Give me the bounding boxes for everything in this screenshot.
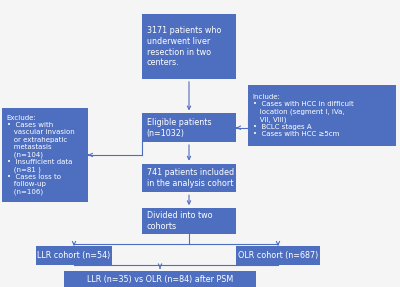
FancyBboxPatch shape: [142, 208, 236, 234]
FancyBboxPatch shape: [36, 246, 112, 265]
FancyBboxPatch shape: [2, 108, 88, 202]
FancyBboxPatch shape: [248, 85, 396, 146]
Text: 741 patients included
in the analysis cohort: 741 patients included in the analysis co…: [147, 168, 234, 188]
Text: LLR (n=35) vs OLR (n=84) after PSM: LLR (n=35) vs OLR (n=84) after PSM: [87, 275, 233, 284]
FancyBboxPatch shape: [142, 164, 236, 192]
Text: Include:
•  Cases with HCC in difficult
   location (segment Ⅰ, IVa,
   VII, VII: Include: • Cases with HCC in difficult l…: [253, 94, 354, 137]
FancyBboxPatch shape: [236, 246, 320, 265]
Text: Divided into two
cohorts: Divided into two cohorts: [147, 211, 212, 231]
Text: OLR cohort (n=687): OLR cohort (n=687): [238, 251, 318, 260]
Text: LLR cohort (n=54): LLR cohort (n=54): [37, 251, 111, 260]
Text: 3171 patients who
underwent liver
resection in two
centers.: 3171 patients who underwent liver resect…: [147, 26, 221, 67]
FancyBboxPatch shape: [142, 113, 236, 142]
FancyBboxPatch shape: [142, 14, 236, 79]
FancyBboxPatch shape: [64, 271, 256, 287]
Text: Eligible patients
(n=1032): Eligible patients (n=1032): [147, 118, 211, 137]
Text: Exclude:
•  Cases with
   vascular invasion
   or extrahepatic
   metastasis
   : Exclude: • Cases with vascular invasion …: [7, 115, 74, 195]
